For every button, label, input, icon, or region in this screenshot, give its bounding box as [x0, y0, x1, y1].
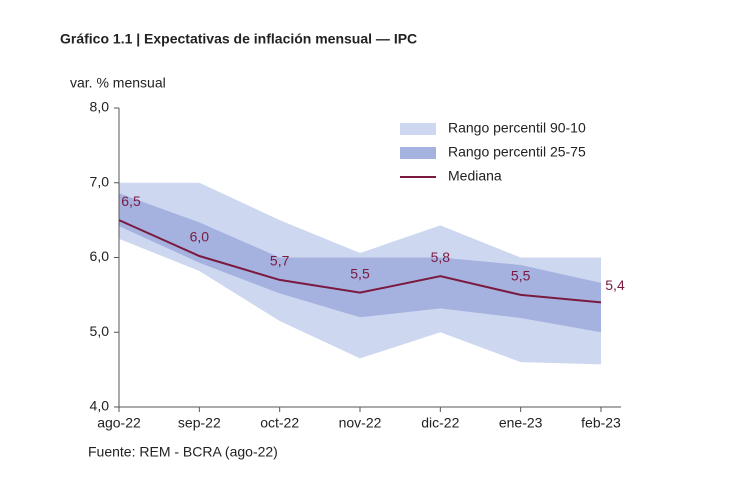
y-axis-label: var. % mensual — [70, 75, 166, 91]
x-tick-label: ene-23 — [499, 415, 543, 431]
value-label: 5,5 — [511, 268, 531, 284]
y-tick-label: 5,0 — [90, 323, 110, 339]
source: Fuente: REM - BCRA (ago-22) — [88, 444, 278, 460]
band-area — [119, 193, 601, 333]
legend-swatch — [400, 147, 436, 159]
value-label: 6,0 — [190, 229, 210, 245]
y-tick-label: 6,0 — [90, 248, 110, 264]
x-tick-label: ago-22 — [97, 415, 141, 431]
x-tick-label: feb-23 — [581, 415, 621, 431]
legend-label: Rango percentil 90-10 — [448, 120, 586, 136]
x-tick-label: nov-22 — [339, 415, 382, 431]
y-tick-label: 8,0 — [90, 99, 110, 115]
x-tick-label: oct-22 — [260, 415, 299, 431]
legend-swatch — [400, 123, 436, 135]
value-label: 5,7 — [270, 253, 290, 269]
legend-label: Mediana — [448, 168, 502, 184]
median-line — [118, 219, 602, 304]
x-tick-label: sep-22 — [178, 415, 221, 431]
value-label: 5,5 — [350, 265, 370, 281]
y-tick-label: 7,0 — [90, 173, 110, 189]
chart-title: Gráfico 1.1 | Expectativas de inflación … — [60, 31, 417, 47]
x-tick-label: dic-22 — [421, 415, 459, 431]
y-tick-label: 4,0 — [90, 398, 110, 414]
value-label: 5,8 — [431, 249, 451, 265]
value-label: 6,5 — [121, 193, 141, 209]
value-label: 5,4 — [605, 277, 625, 293]
legend-label: Rango percentil 25-75 — [448, 144, 586, 160]
